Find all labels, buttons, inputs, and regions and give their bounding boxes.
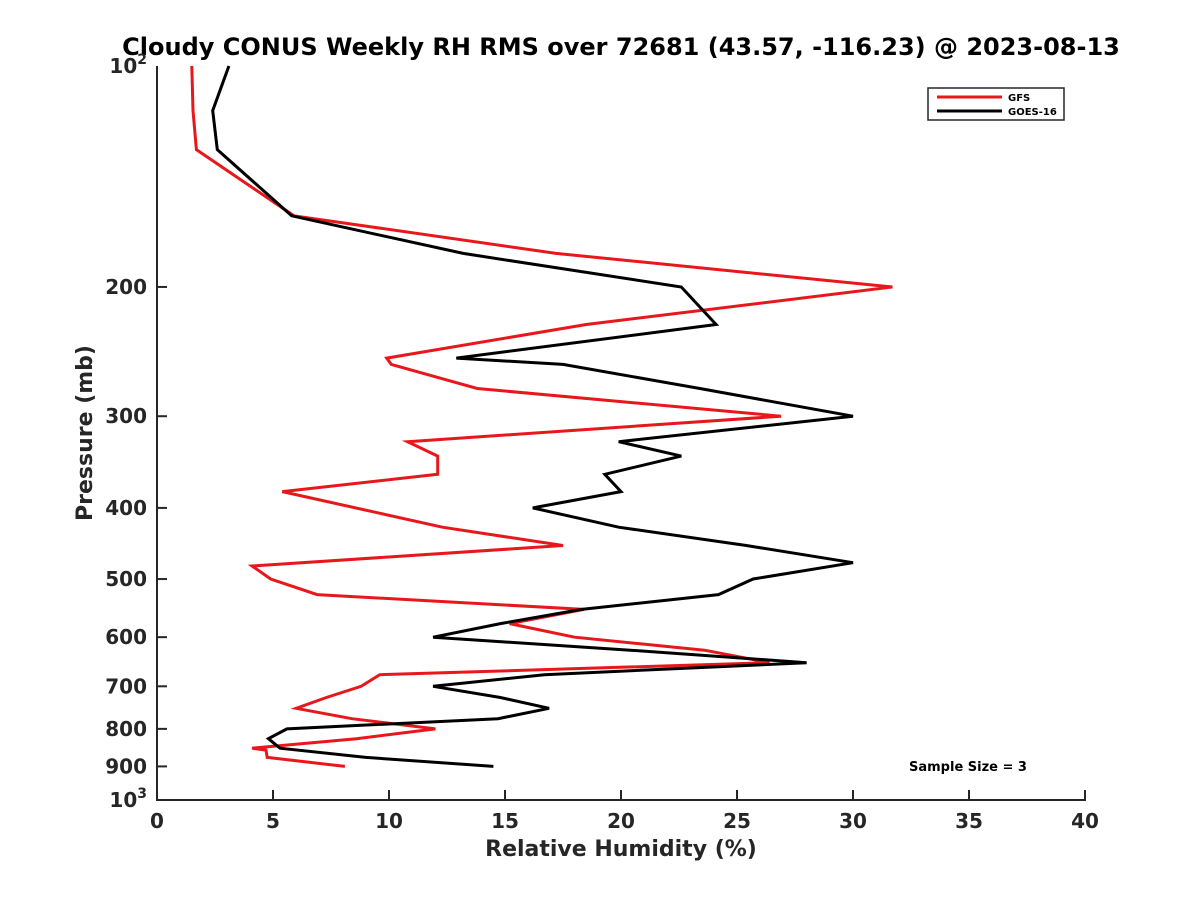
x-tick-label: 20 <box>607 809 635 833</box>
y-tick-label: 900 <box>105 754 147 778</box>
legend: GFS GOES-16 <box>927 87 1065 121</box>
y-tick-label: 500 <box>105 567 147 591</box>
y-tick-label-exponent: 3 <box>137 786 147 802</box>
x-tick-label: 5 <box>266 809 280 833</box>
series-layer <box>190 65 893 768</box>
x-axis-title: Relative Humidity (%) <box>485 837 757 862</box>
legend-box <box>927 87 1065 121</box>
series-line-goes-16 <box>211 65 854 768</box>
y-tick-label-base: 10 <box>109 54 137 78</box>
y-tick-label-exponent: 2 <box>137 52 147 68</box>
y-tick-label: 600 <box>105 625 147 649</box>
sample-size-annotation: Sample Size = 3 <box>909 760 1027 775</box>
plot-area: 0 5 10 15 20 25 30 35 40 200 300 400 500 600 700 800 900… <box>105 52 1099 833</box>
x-tick-label: 30 <box>839 809 867 833</box>
y-tick-label-top: 102 <box>109 52 147 78</box>
y-tick-label: 400 <box>105 496 147 520</box>
y-tick-label: 300 <box>105 404 147 428</box>
y-axis-title: Pressure (mb) <box>73 345 98 521</box>
y-tick-label: 700 <box>105 674 147 698</box>
x-tick-label: 10 <box>375 809 403 833</box>
axes-layer: 0 5 10 15 20 25 30 35 40 200 300 400 500 600 700 800 900… <box>105 52 1099 833</box>
x-tick-label: 35 <box>955 809 983 833</box>
x-tick-label: 0 <box>150 809 164 833</box>
x-tick-label: 25 <box>723 809 751 833</box>
x-tick-label: 15 <box>491 809 519 833</box>
legend-label: GFS <box>1008 93 1030 104</box>
legend-label: GOES-16 <box>1008 107 1057 118</box>
chart-title: Cloudy CONUS Weekly RH RMS over 72681 (4… <box>122 33 1120 61</box>
series-line-gfs <box>190 65 893 768</box>
y-tick-label: 200 <box>105 275 147 299</box>
y-tick-label-base: 10 <box>109 788 137 812</box>
x-tick-label: 40 <box>1071 809 1099 833</box>
y-tick-label-bottom: 103 <box>109 786 147 812</box>
y-tick-label: 800 <box>105 717 147 741</box>
